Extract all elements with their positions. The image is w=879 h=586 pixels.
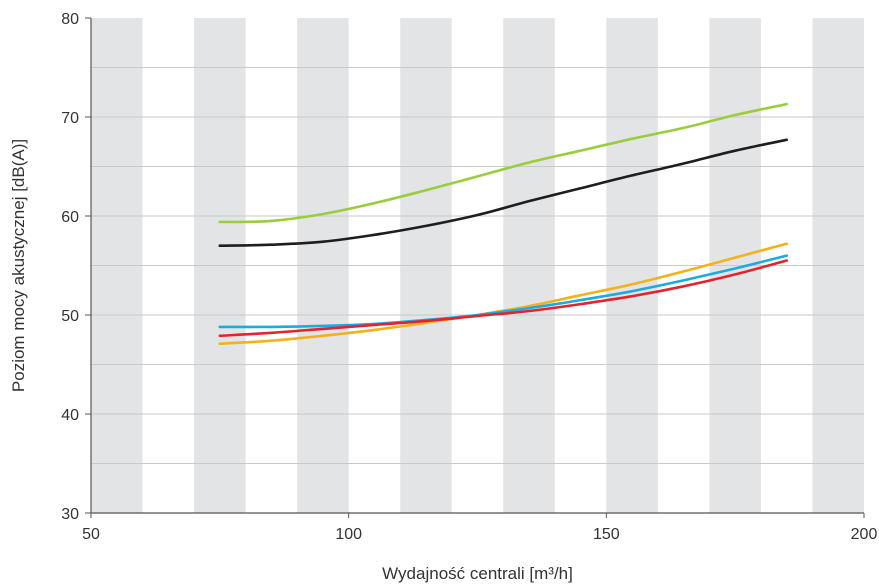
x-tick-label: 150 <box>593 526 620 543</box>
series-lines <box>218 102 788 345</box>
series-line <box>218 102 788 224</box>
x-axis-ticks: 50 100 150 200 <box>82 513 877 543</box>
y-tick-label: 50 <box>61 308 79 325</box>
series-line <box>218 259 788 338</box>
x-tick-label: 200 <box>851 526 878 543</box>
series-line <box>218 254 788 329</box>
x-tick-label: 100 <box>335 526 362 543</box>
x-axis-title: Wydajność centrali [m³/h] <box>382 564 573 583</box>
y-axis-title: Poziom mocy akustycznej [dB(A)] <box>9 139 28 392</box>
y-tick-label: 80 <box>61 11 79 28</box>
series-line <box>218 138 788 247</box>
x-tick-label: 50 <box>82 526 100 543</box>
axes <box>90 18 864 514</box>
y-tick-label: 40 <box>61 407 79 424</box>
y-axis-ticks: 30 40 50 60 70 80 <box>61 11 91 523</box>
y-tick-label: 70 <box>61 110 79 127</box>
y-tick-label: 60 <box>61 209 79 226</box>
y-tick-label: 30 <box>61 506 79 523</box>
